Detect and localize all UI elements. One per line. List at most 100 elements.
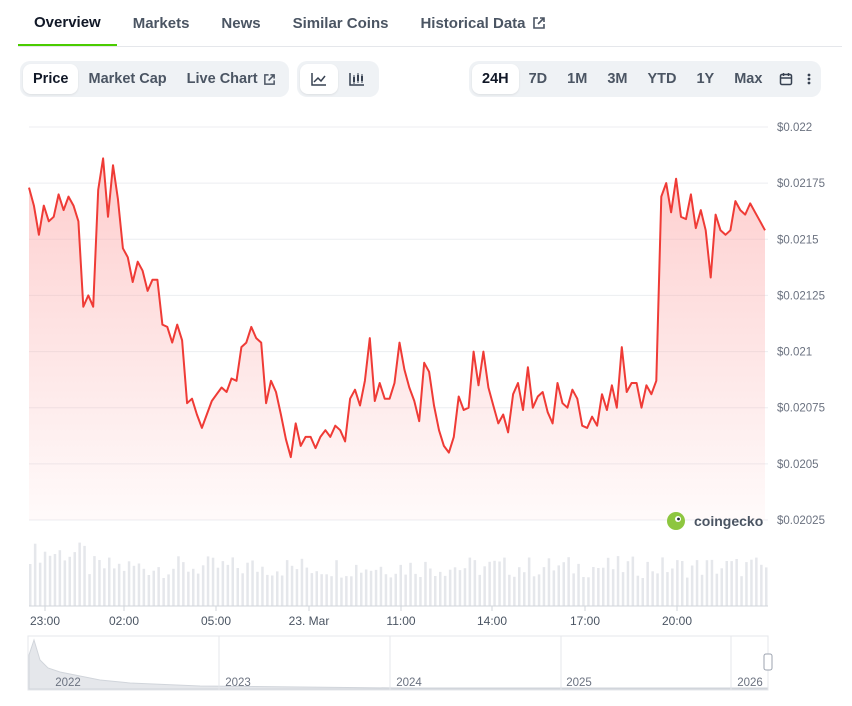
volume-bar [616, 556, 620, 606]
range-3m-button[interactable]: 3M [597, 64, 637, 94]
volume-bar [715, 573, 719, 606]
navigator-year-axis: 2022 2023 2024 2025 2026 [55, 636, 763, 690]
range-7d-button[interactable]: 7D [519, 64, 558, 94]
volume-bar [720, 568, 723, 606]
volume-bar [646, 561, 649, 606]
volume-bar [384, 574, 388, 606]
tab-news[interactable]: News [205, 0, 276, 46]
y-tick-label: $0.02125 [777, 290, 825, 302]
volume-bar [735, 559, 738, 606]
x-tick-label: 17:00 [570, 614, 600, 628]
y-tick-label: $0.02025 [777, 515, 825, 527]
tab-markets[interactable]: Markets [117, 0, 206, 46]
line-chart-button[interactable] [299, 64, 338, 94]
navigator[interactable]: 2022 2023 2024 2025 2026 [27, 635, 773, 691]
navigator-year-label: 2023 [225, 677, 251, 689]
volume-bar [394, 573, 397, 606]
volume-bar [518, 567, 521, 606]
volume-bar [187, 571, 190, 606]
market-cap-view-label: Market Cap [88, 71, 167, 87]
candlestick-chart-button[interactable] [338, 64, 376, 94]
volume-bar [478, 574, 481, 606]
volume-bar [745, 562, 748, 606]
range-24h-button[interactable]: 24H [472, 64, 519, 94]
volume-bar [552, 570, 556, 606]
volume-bar [137, 563, 141, 606]
live-chart-button[interactable]: Live Chart [177, 64, 286, 94]
price-chart[interactable]: $0.022 $0.02175 $0.0215 $0.02125 $0.021 $0.02… [0, 100, 852, 701]
volume-bar [730, 561, 733, 606]
view-segmented-control: Price Market Cap Live Chart [20, 61, 289, 97]
volume-bar [246, 562, 249, 606]
volume-bar [266, 574, 269, 606]
volume-bar [113, 568, 116, 606]
volume-bar [369, 570, 373, 606]
volume-bar [325, 574, 328, 606]
volume-bar [409, 562, 412, 606]
volume-bar [631, 556, 635, 606]
volume-bar [177, 556, 180, 606]
tab-similar-coins[interactable]: Similar Coins [277, 0, 405, 46]
y-tick-label: $0.0215 [777, 234, 819, 246]
volume-bar [700, 574, 704, 606]
live-chart-label: Live Chart [186, 71, 258, 87]
volume-bar [196, 573, 200, 606]
market-cap-view-button[interactable]: Market Cap [78, 64, 176, 94]
volume-bar [43, 551, 47, 606]
volume-bar [206, 556, 210, 606]
volume-bars [29, 542, 768, 607]
date-range-button[interactable] [772, 64, 800, 94]
volume-bar [606, 557, 610, 606]
navigator-year-label: 2026 [737, 677, 763, 689]
volume-bar [300, 558, 304, 606]
volume-bar [681, 561, 684, 606]
x-tick-label: 11:00 [386, 614, 415, 628]
volume-bar [162, 578, 165, 606]
volume-bar [167, 574, 170, 606]
range-toolbar: 24H 7D 1M 3M YTD 1Y Max [469, 61, 822, 97]
volume-bar [315, 571, 318, 606]
volume-bar [424, 561, 427, 606]
volume-bar [216, 567, 220, 606]
volume-bar [251, 560, 254, 606]
volume-bar [651, 571, 654, 606]
volume-bar [705, 560, 709, 606]
volume-bar [276, 571, 279, 606]
volume-bar [710, 559, 714, 606]
tab-historical-data[interactable]: Historical Data [404, 0, 561, 46]
volume-bar [147, 575, 151, 606]
volume-bar [295, 569, 299, 606]
volume-bar [280, 575, 284, 606]
volume-bar [626, 561, 630, 606]
volume-bar [389, 577, 393, 606]
tab-historical-data-label: Historical Data [420, 14, 526, 32]
range-1y-button[interactable]: 1Y [686, 64, 724, 94]
volume-bar [592, 567, 595, 606]
volume-bar [48, 555, 52, 606]
range-max-button[interactable]: Max [724, 64, 772, 94]
more-options-button[interactable] [800, 64, 818, 94]
price-area [29, 158, 765, 520]
volume-bar [562, 562, 565, 606]
volume-bar [271, 575, 274, 606]
volume-bar [621, 572, 625, 606]
volume-bar [557, 565, 560, 606]
volume-bar [725, 561, 728, 606]
range-1m-button[interactable]: 1M [557, 64, 597, 94]
price-view-button[interactable]: Price [23, 64, 79, 94]
coingecko-logo-pupil [677, 517, 680, 521]
navigator-year-label: 2022 [55, 677, 81, 689]
y-tick-label: $0.0205 [777, 459, 819, 471]
range-ytd-button[interactable]: YTD [637, 64, 686, 94]
navigator-handle[interactable] [763, 653, 773, 671]
x-tick-label: 05:00 [201, 614, 231, 628]
x-tick-label: 02:00 [109, 614, 139, 628]
volume-bar [83, 545, 86, 606]
volume-bar [453, 567, 457, 606]
volume-bar [374, 569, 378, 606]
volume-bar [582, 577, 585, 606]
tab-overview[interactable]: Overview [18, 0, 117, 46]
range-max-label: Max [734, 71, 763, 87]
coingecko-wordmark: coingecko [694, 513, 763, 529]
volume-bar [132, 565, 136, 606]
